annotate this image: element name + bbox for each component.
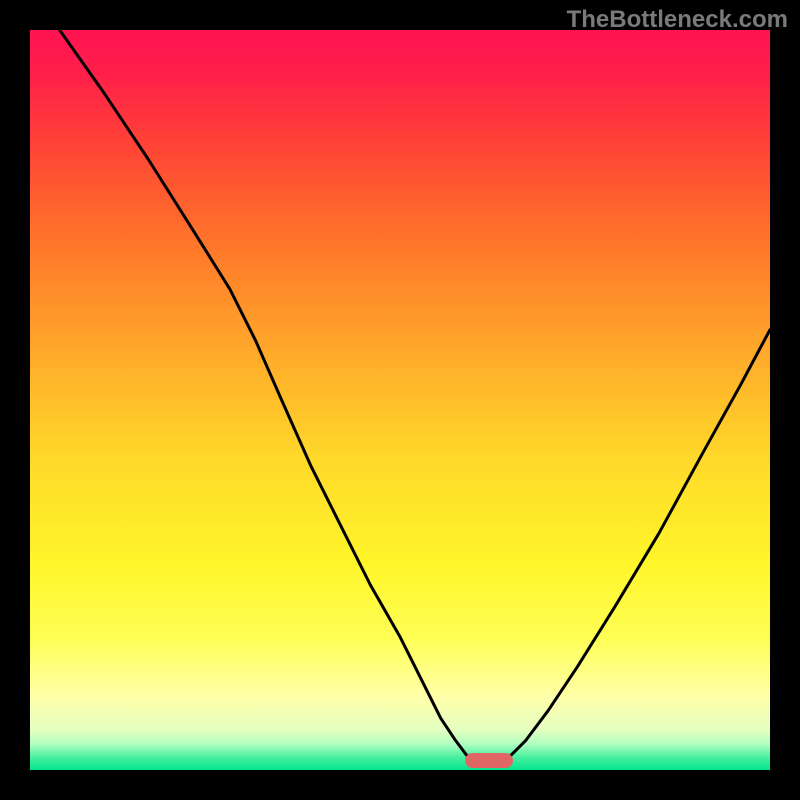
watermark-text: TheBottleneck.com (567, 6, 788, 34)
bottleneck-curve-path (60, 30, 770, 760)
curve-svg (30, 30, 770, 770)
chart-frame: TheBottleneck.com (0, 0, 800, 800)
optimum-marker (465, 753, 513, 768)
plot-area (30, 30, 770, 770)
